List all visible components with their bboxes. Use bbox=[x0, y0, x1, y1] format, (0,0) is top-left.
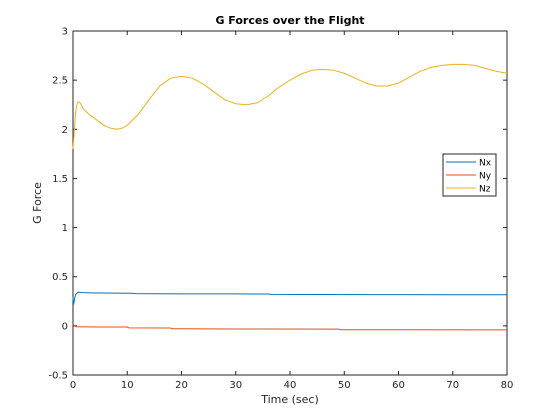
x-tick-label: 80 bbox=[501, 380, 514, 391]
x-tick-label: 40 bbox=[284, 380, 297, 391]
x-tick-label: 70 bbox=[446, 380, 459, 391]
series-line-nz bbox=[72, 63, 508, 149]
x-tick-label: 30 bbox=[229, 380, 242, 391]
y-tick-label: 0 bbox=[62, 321, 68, 332]
y-tick-label: 0.5 bbox=[52, 272, 68, 283]
legend-label-nz: Nz bbox=[479, 185, 491, 195]
x-tick-label: 60 bbox=[392, 380, 405, 391]
series-lines bbox=[72, 63, 508, 331]
y-tick-label: 1 bbox=[62, 223, 68, 234]
chart-title: G Forces over the Flight bbox=[215, 14, 364, 27]
x-tick-label: 0 bbox=[70, 380, 76, 391]
x-tick-label: 50 bbox=[338, 380, 351, 391]
x-axis-label: Time (sec) bbox=[260, 393, 319, 406]
x-tick-label: 20 bbox=[175, 380, 188, 391]
x-tick-label: 10 bbox=[121, 380, 134, 391]
y-tick-label: 3 bbox=[62, 27, 68, 38]
y-tick-label: 1.5 bbox=[52, 174, 68, 185]
series-line-ny bbox=[72, 323, 508, 331]
y-axis-label: G Force bbox=[31, 182, 44, 224]
legend: Nx Ny Nz bbox=[442, 153, 497, 197]
y-tick-label: 2 bbox=[62, 125, 68, 136]
axis-ticks: 0 10 20 30 40 50 60 70 80-0.500.511.522.53 bbox=[48, 27, 513, 392]
legend-label-nx: Nx bbox=[479, 159, 492, 169]
legend-label-ny: Ny bbox=[479, 172, 492, 182]
y-tick-label: -0.5 bbox=[48, 371, 68, 382]
y-tick-label: 2.5 bbox=[52, 76, 68, 87]
series-line-nx bbox=[72, 291, 507, 305]
plot-area bbox=[72, 30, 508, 376]
